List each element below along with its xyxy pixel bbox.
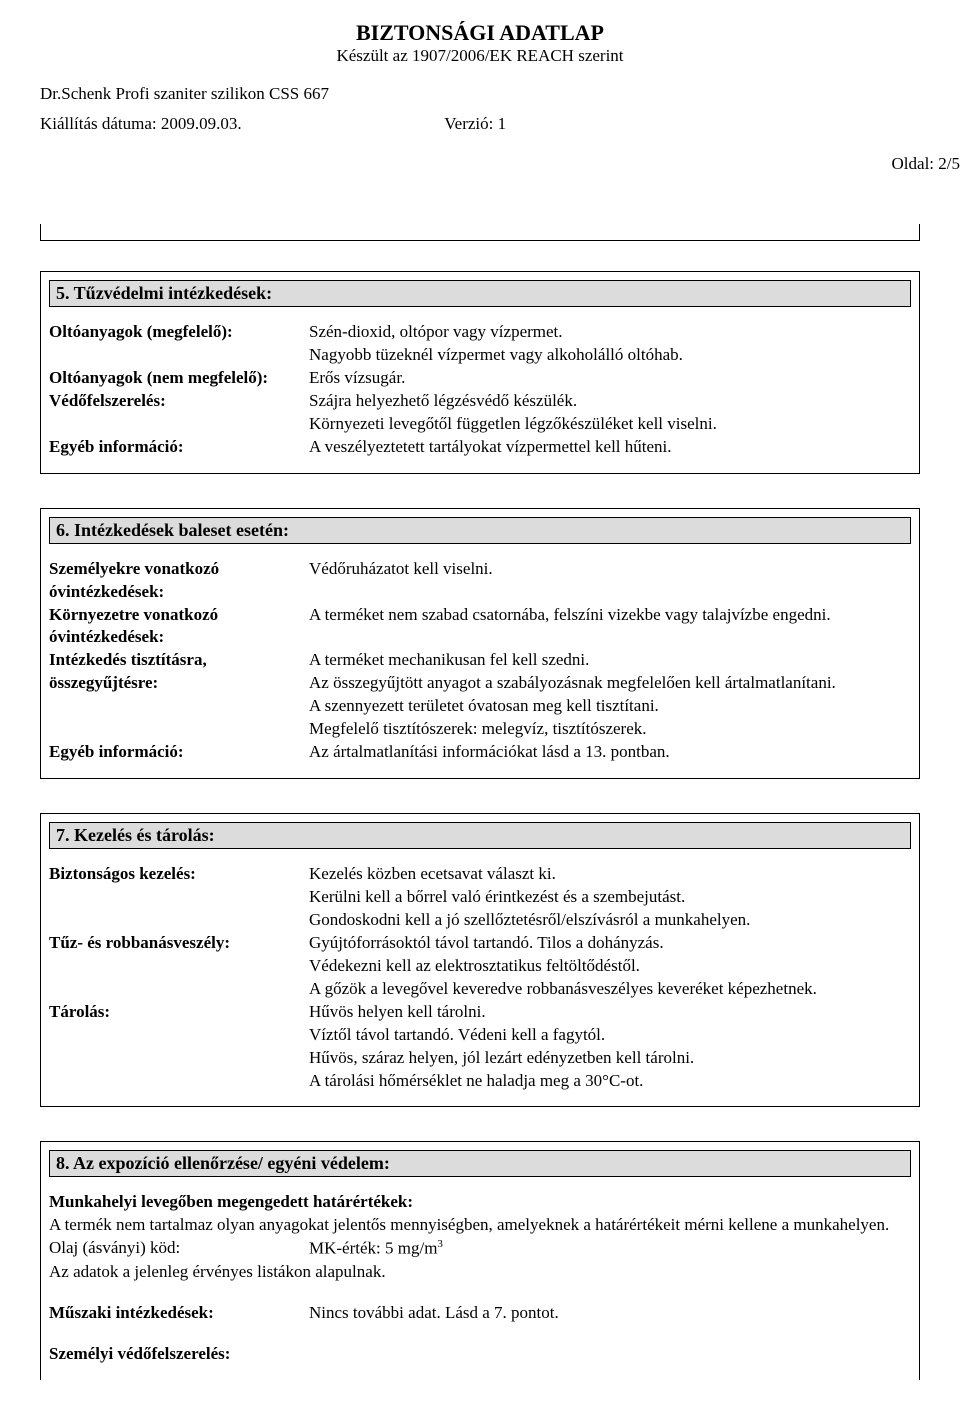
s5-r4-value: A veszélyeztetett tartályokat vízpermett… [309,436,911,459]
s8-r1-label: Műszaki intézkedések: [49,1302,309,1325]
s5-r3-value: Szájra helyezhető légzésvédő készülék. K… [309,390,911,436]
s6-r1-value: Védőruházatot kell viselni. [309,558,911,581]
s6-r3k2: összegyűjtésre: [49,673,158,692]
meta-row: Kiállítás dátuma: 2009.09.03. Verzió: 1 … [40,114,920,214]
s6-r3-value: A terméket mechanikusan fel kell szedni.… [309,649,911,741]
s7-r3-v3: Hűvös, száraz helyen, jól lezárt edényze… [309,1048,694,1067]
s7-r2-v1: Gyújtóforrásoktól távol tartandó. Tilos … [309,933,664,952]
s6-r3k1: Intézkedés tisztításra, [49,650,207,669]
s8-p2-value: MK-érték: 5 mg/m3 [309,1237,911,1261]
s6-r4-label: Egyéb információ: [49,741,309,764]
s6-r1-label: Személyekre vonatkozó óvintézkedések: [49,558,309,604]
s6-r3-v3: A szennyezett területet óvatosan meg kel… [309,696,659,715]
s5-r1-v1: Szén-dioxid, oltópor vagy vízpermet. [309,322,563,341]
section-7-box: 7. Kezelés és tárolás: Biztonságos kezel… [40,813,920,1107]
issue-date: Kiállítás dátuma: 2009.09.03. [40,114,440,134]
s7-r3-v4: A tárolási hőmérséklet ne haladja meg a … [309,1071,643,1090]
s6-r3-v2: Az összegyűjtött anyagot a szabályozásna… [309,673,836,692]
s5-r4-label: Egyéb információ: [49,436,309,459]
s8-p3: Az adatok a jelenleg érvényes listákon a… [49,1261,911,1284]
s5-r2-value: Erős vízsugár. [309,367,911,390]
s7-r3-v1: Hűvös helyen kell tárolni. [309,1002,486,1021]
s7-r3-value: Hűvös helyen kell tárolni. Víztől távol … [309,1001,911,1093]
section-6-box: 6. Intézkedések baleset esetén: Személye… [40,508,920,779]
section-6-heading: 6. Intézkedések baleset esetén: [49,517,911,544]
s8-p1-bold: Munkahelyi levegőben megengedett határér… [49,1191,911,1214]
section-5-heading: 5. Tűzvédelmi intézkedések: [49,280,911,307]
s8-p2-exp: 3 [437,1238,443,1250]
s6-r3-v1: A terméket mechanikusan fel kell szedni. [309,650,589,669]
section-5-box: 5. Tűzvédelmi intézkedések: Oltóanyagok … [40,271,920,474]
s7-r1-label: Biztonságos kezelés: [49,863,309,886]
divider-box [40,224,920,241]
doc-subtitle: Készült az 1907/2006/EK REACH szerint [40,46,920,66]
s8-p2-mk: MK-érték: 5 mg/m [309,1239,437,1258]
s5-r1-v2: Nagyobb tüzeknél vízpermet vagy alkoholá… [309,345,683,364]
s7-r1-v1: Kezelés közben ecetsavat választ ki. [309,864,556,883]
s7-r1-value: Kezelés közben ecetsavat választ ki. Ker… [309,863,911,932]
s5-r1-value: Szén-dioxid, oltópor vagy vízpermet. Nag… [309,321,911,367]
s6-r4-value: Az ártalmatlanítási információkat lásd a… [309,741,911,764]
page-container: BIZTONSÁGI ADATLAP Készült az 1907/2006/… [0,0,960,1420]
s5-r3-label: Védőfelszerelés: [49,390,309,413]
s5-r2-label: Oltóanyagok (nem megfelelő): [49,367,309,390]
s6-r2k2: óvintézkedések: [49,627,164,646]
s5-r3-v1: Szájra helyezhető légzésvédő készülék. [309,391,577,410]
s6-r3-v4: Megfelelő tisztítószerek: melegvíz, tisz… [309,719,647,738]
s6-r1k2: óvintézkedések: [49,582,164,601]
page-number: Oldal: 2/5 [40,134,960,214]
s6-r3-label: Intézkedés tisztításra, összegyűjtésre: [49,649,309,695]
s8-p1-text: A termék nem tartalmaz olyan anyagokat j… [49,1214,911,1237]
version: Verzió: 1 [444,114,754,134]
s7-r2-value: Gyújtóforrásoktól távol tartandó. Tilos … [309,932,911,1001]
s6-r2-label: Környezetre vonatkozó óvintézkedések: [49,604,309,650]
section-8-heading: 8. Az expozíció ellenőrzése/ egyéni véde… [49,1150,911,1177]
s7-r2-v3: A gőzök a levegővel keveredve robbanásve… [309,979,817,998]
product-name: Dr.Schenk Profi szaniter szilikon CSS 66… [40,84,920,104]
s5-r3-v2: Környezeti levegőtől független légzőkész… [309,414,717,433]
s5-r1-label: Oltóanyagok (megfelelő): [49,321,309,344]
s8-r2-label: Személyi védőfelszerelés: [49,1343,309,1366]
s6-r1k1: Személyekre vonatkozó [49,559,219,578]
doc-title: BIZTONSÁGI ADATLAP [40,20,920,46]
section-8-box: 8. Az expozíció ellenőrzése/ egyéni véde… [40,1141,920,1379]
s7-r3-v2: Víztől távol tartandó. Védeni kell a fag… [309,1025,605,1044]
section-7-heading: 7. Kezelés és tárolás: [49,822,911,849]
s7-r2-label: Tűz- és robbanásveszély: [49,932,309,955]
s7-r1-v3: Gondoskodni kell a jó szellőztetésről/el… [309,910,750,929]
s6-r2k1: Környezetre vonatkozó [49,605,218,624]
s7-r3-label: Tárolás: [49,1001,309,1024]
s7-r1-v2: Kerülni kell a bőrrel való érintkezést é… [309,887,685,906]
s6-r2-value: A terméket nem szabad csatornába, felszí… [309,604,911,627]
s8-r1-value: Nincs további adat. Lásd a 7. pontot. [309,1302,911,1325]
s7-r2-v2: Védekezni kell az elektrosztatikus feltö… [309,956,640,975]
s8-p2-label: Olaj (ásványi) köd: [49,1237,309,1260]
